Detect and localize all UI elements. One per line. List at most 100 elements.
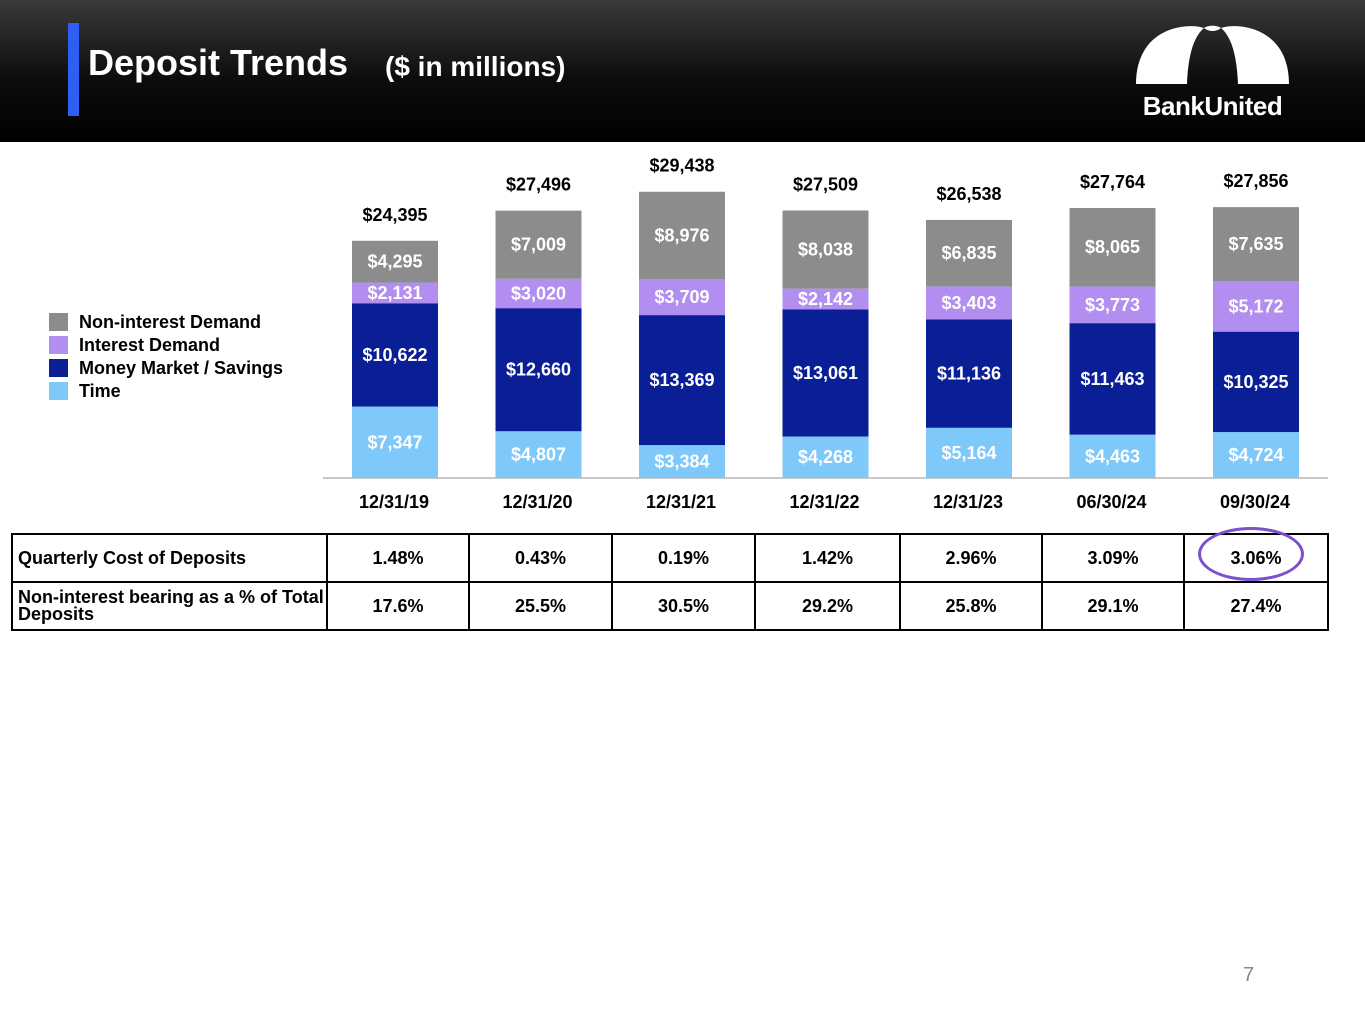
slide-header: Deposit Trends ($ in millions) BankUnite…: [0, 0, 1365, 142]
bar-segment-interest-demand: [495, 278, 582, 309]
page-title: Deposit Trends: [88, 42, 349, 83]
table-cell: 29.2%: [754, 581, 901, 631]
deposit-stacked-bar-chart: $7,347 $10,622 $2,131 $4,295 $24,395 12/31/19…: [323, 156, 1328, 512]
bankunited-logo: BankUnited: [1130, 20, 1295, 130]
bar-segment-money-market-savings: [926, 319, 1012, 428]
table-cell: 25.5%: [468, 581, 613, 631]
bar-value-label: $11,463: [1080, 369, 1144, 389]
bar-total-label: $29,438: [649, 156, 714, 176]
bar-value-label: $12,660: [506, 360, 571, 380]
title-accent-bar: [68, 23, 79, 116]
logo-wordmark: BankUnited: [1142, 91, 1283, 121]
bar-value-label: $3,384: [654, 452, 709, 472]
bar-value-label: $8,976: [654, 225, 709, 245]
table-cell: 25.8%: [899, 581, 1043, 631]
bar-value-label: $4,268: [798, 447, 853, 467]
bar-value-label: $5,164: [941, 443, 996, 463]
bar-total-label: $27,509: [793, 175, 858, 195]
bar-segment-non-interest-demand: [1069, 208, 1156, 287]
x-tick-label: 12/31/21: [646, 492, 716, 512]
bar-value-label: $2,131: [367, 283, 422, 303]
bar-value-label: $7,635: [1228, 234, 1283, 254]
table-cell: 29.1%: [1041, 581, 1185, 631]
table-cell: 3.09%: [1041, 533, 1185, 583]
bar-value-label: $6,835: [941, 243, 996, 263]
table-cell: 0.19%: [611, 533, 756, 583]
legend-label: Non-interest Demand: [79, 312, 262, 332]
table-row-cost-of-deposits: Quarterly Cost of Deposits 1.48% 0.43% 0…: [11, 533, 1329, 583]
page-number: 7: [1243, 964, 1255, 986]
bar-value-label: $8,065: [1085, 237, 1140, 257]
table-row-non-interest-bearing: Non-interest bearing as a % of Total Dep…: [11, 581, 1329, 631]
bar-value-label: $3,709: [654, 287, 709, 307]
bar-value-label: $3,020: [511, 283, 566, 303]
x-tick-label: 09/30/24: [1220, 492, 1290, 512]
bar-segment-non-interest-demand: [926, 219, 1012, 287]
bar-segment-non-interest-demand: [782, 210, 869, 289]
bar-segment-time: [782, 436, 869, 478]
bar-total-label: $24,395: [362, 205, 427, 225]
bar-value-label: $4,807: [511, 445, 566, 465]
table-cell: 0.43%: [468, 533, 613, 583]
bar-segment-interest-demand: [1069, 286, 1156, 324]
table-cell: 27.4%: [1183, 581, 1329, 631]
bar-value-label: $10,325: [1223, 372, 1288, 392]
bar-value-label: $7,009: [511, 235, 566, 255]
bar-segment-money-market-savings: [782, 309, 869, 437]
bar-segment-time: [495, 431, 582, 478]
bar-value-label: $4,463: [1085, 446, 1140, 466]
bar-segment-time: [639, 445, 725, 478]
x-tick-label: 06/30/24: [1076, 492, 1146, 512]
bar-segment-time: [1213, 432, 1299, 478]
bar-value-label: $13,061: [793, 363, 858, 383]
bar-value-label: $3,773: [1085, 295, 1140, 315]
x-tick-label: 12/31/22: [789, 492, 859, 512]
deposit-metrics-table: Quarterly Cost of Deposits 1.48% 0.43% 0…: [11, 533, 1329, 631]
legend-label: Interest Demand: [79, 335, 221, 355]
bar-segment-time: [926, 427, 1012, 478]
table-cell: 1.48%: [326, 533, 470, 583]
bar-value-label: $5,172: [1228, 297, 1283, 317]
bar-value-label: $11,136: [937, 364, 1001, 384]
bar-segment-time: [1069, 434, 1156, 478]
logo-arch-icon: [1136, 25, 1289, 84]
legend-swatch: [49, 313, 68, 331]
bar-segment-interest-demand: [1213, 281, 1299, 332]
bar-segment-interest-demand: [639, 279, 725, 316]
bar-segment-non-interest-demand: [639, 191, 725, 280]
bar-segment-interest-demand: [782, 288, 869, 310]
legend-swatch: [49, 359, 68, 377]
table-cell: 2.96%: [899, 533, 1043, 583]
bar-segment-money-market-savings: [1069, 323, 1156, 435]
bar-segment-money-market-savings: [352, 303, 438, 407]
bar-value-label: $8,038: [798, 240, 853, 260]
bar-total-label: $27,764: [1080, 172, 1145, 192]
page-subtitle: ($ in millions): [385, 51, 566, 82]
x-tick-label: 12/31/23: [933, 492, 1003, 512]
bar-segment-non-interest-demand: [352, 240, 438, 283]
bar-segment-interest-demand: [352, 282, 438, 304]
bar-segment-interest-demand: [926, 286, 1012, 320]
highlight-circle: [1198, 527, 1304, 581]
bar-value-label: $13,369: [649, 370, 714, 390]
legend-label: Money Market / Savings: [79, 358, 284, 378]
table-cell: 30.5%: [611, 581, 756, 631]
bar-value-label: $7,347: [367, 432, 422, 452]
bar-value-label: $3,403: [941, 293, 996, 313]
row-label: Quarterly Cost of Deposits: [11, 533, 328, 583]
bar-total-label: $27,856: [1223, 171, 1288, 191]
bar-value-label: $4,724: [1228, 445, 1283, 465]
bar-value-label: $2,142: [798, 289, 853, 309]
bar-segment-money-market-savings: [639, 315, 725, 446]
legend-swatch: [49, 382, 68, 400]
row-label: Non-interest bearing as a % of Total Dep…: [11, 581, 328, 631]
table-cell: 17.6%: [326, 581, 470, 631]
x-tick-label: 12/31/20: [502, 492, 572, 512]
bar-segment-non-interest-demand: [495, 210, 582, 279]
bar-value-label: $4,295: [367, 252, 422, 272]
bar-segment-money-market-savings: [495, 308, 582, 432]
bar-total-label: $27,496: [506, 175, 571, 195]
legend-label: Time: [79, 381, 121, 401]
bar-total-label: $26,538: [936, 184, 1001, 204]
bar-value-label: $10,622: [362, 345, 427, 365]
